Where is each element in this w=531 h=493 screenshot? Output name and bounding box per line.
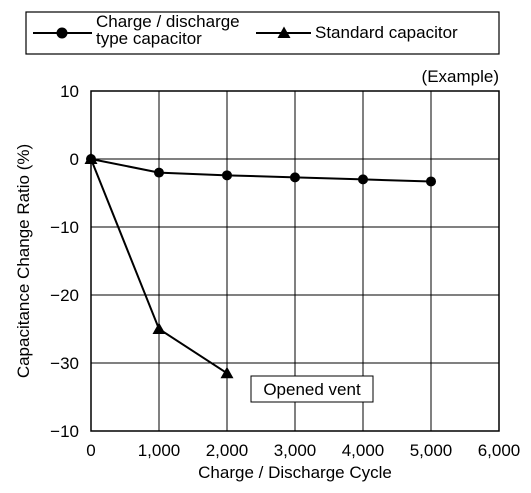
- legend-label-charge-discharge-line1: Charge / discharge: [96, 12, 240, 31]
- y-tick-label: 0: [70, 150, 79, 169]
- data-point-triangle: [152, 322, 166, 334]
- data-point-circle: [290, 172, 300, 183]
- x-tick-label: 5,000: [410, 441, 453, 460]
- x-tick-label: 2,000: [206, 441, 249, 460]
- y-tick-label: 10: [60, 82, 79, 101]
- data-point-circle: [426, 176, 436, 187]
- y-tick-label: −20: [50, 286, 79, 305]
- legend-marker-circle: [56, 27, 68, 39]
- legend-label-standard: Standard capacitor: [315, 23, 458, 42]
- opened-vent-label: Opened vent: [263, 380, 361, 399]
- x-axis-label: Charge / Discharge Cycle: [198, 463, 392, 482]
- series-line-charge-discharge: [90, 158, 432, 183]
- y-tick-label: −30: [50, 354, 79, 373]
- legend-marker-triangle: [277, 26, 291, 38]
- data-point-triangle: [220, 366, 234, 379]
- legend: Charge / discharge type capacitor Standa…: [25, 11, 500, 55]
- plot-frame: [90, 90, 500, 432]
- data-point-circle: [222, 170, 232, 181]
- data-point-circle: [358, 174, 368, 185]
- x-tick-label: 3,000: [274, 441, 317, 460]
- opened-vent-annotation: Opened vent: [250, 375, 374, 403]
- x-tick-label: 1,000: [138, 441, 181, 460]
- x-tick-label: 0: [86, 441, 95, 460]
- example-note: (Example): [422, 67, 499, 86]
- data-point-circle: [154, 167, 164, 178]
- tick-labels: 0 1,000 2,000 3,000 4,000 5,000 6,000 10 0 −10 −20…: [50, 82, 520, 460]
- x-tick-label: 4,000: [342, 441, 385, 460]
- legend-label-charge-discharge-line2: type capacitor: [96, 29, 202, 48]
- y-tick-label: −10: [50, 218, 79, 237]
- y-tick-label: −10: [50, 422, 79, 441]
- grid: [91, 91, 499, 431]
- data-point-triangle: [84, 152, 98, 164]
- opened-vent-box: [250, 375, 374, 403]
- x-tick-label: 6,000: [478, 441, 521, 460]
- y-axis-label: Capacitance Change Ratio (%): [14, 144, 33, 378]
- series-layer: [84, 152, 436, 379]
